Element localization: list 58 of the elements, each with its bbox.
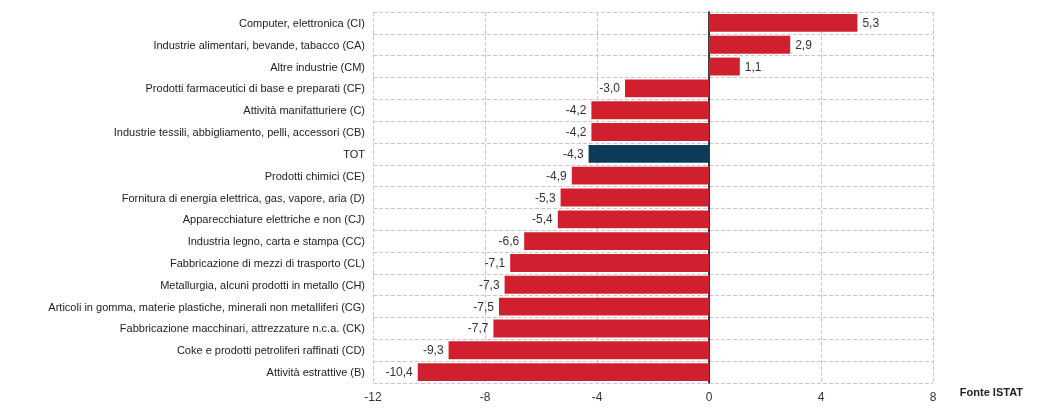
- y-tick-label: Attività estrattive (B): [266, 366, 365, 379]
- data-label: -4,9: [546, 168, 568, 183]
- y-tick-label: TOT: [343, 147, 366, 160]
- data-label: -10,4: [385, 365, 414, 380]
- bar: [510, 254, 709, 272]
- data-label: -5,4: [532, 212, 554, 227]
- bar: [625, 79, 709, 98]
- data-label: -7,7: [467, 321, 489, 336]
- y-tick-label: Computer, elettronica (CI): [239, 16, 365, 29]
- bar: [709, 13, 858, 32]
- bar: [504, 275, 709, 294]
- y-tick-label: Attività manifatturiere (C): [243, 104, 365, 117]
- x-tick-label: -4: [591, 390, 603, 404]
- source-note: Fonte ISTAT: [959, 385, 1024, 398]
- y-tick-label: Coke e prodotti petroliferi raffinati (CD): [176, 344, 365, 357]
- x-tick-label: -12: [364, 390, 382, 404]
- data-label: -7,5: [473, 299, 495, 314]
- x-tick-label: 0: [705, 390, 713, 404]
- x-tick-label: 8: [929, 390, 937, 404]
- data-label: -4,2: [565, 103, 587, 118]
- y-tick-label: Industria legno, carta e stampa (CC): [187, 235, 365, 248]
- y-tick-label: Apparecchiature elettriche e non (CJ): [182, 213, 365, 226]
- y-tick-label: Articoli in gomma, materie plastiche, minerali non metalliferi (CG): [48, 300, 365, 313]
- bar: [417, 363, 709, 382]
- data-label: -4,2: [565, 125, 587, 140]
- bar: [448, 341, 709, 360]
- bar: [571, 166, 709, 185]
- bar: [709, 35, 791, 54]
- data-label: -9,3: [422, 343, 444, 358]
- y-tick-label: Prodotti farmaceutici di base e preparati (CF): [145, 82, 365, 95]
- bar: [560, 188, 709, 207]
- y-tick-label: Fabbricazione di mezzi di trasporto (CL): [169, 256, 365, 269]
- data-label: 2,9: [795, 37, 813, 52]
- data-label: -7,1: [484, 255, 506, 270]
- x-tick-label: -8: [479, 390, 491, 404]
- bar: [591, 101, 709, 120]
- data-label: -6,6: [498, 234, 520, 249]
- bar: [591, 123, 709, 141]
- bar: [557, 210, 709, 229]
- bar: [493, 319, 709, 338]
- bar: [709, 57, 740, 76]
- y-tick-label: Fabbricazione macchinari, attrezzature n.c.a. (CK): [119, 322, 365, 335]
- y-tick-label: Industrie alimentari, bevande, tabacco (CA): [153, 38, 365, 51]
- y-tick-label: Fornitura di energia elettrica, gas, vapore, aria (D): [121, 191, 365, 204]
- data-label: -3,0: [599, 81, 621, 96]
- x-tick-label: 4: [817, 390, 825, 404]
- bar: [588, 144, 709, 163]
- bar: [524, 232, 709, 251]
- bar: [499, 297, 709, 316]
- y-tick-label: Prodotti chimici (CE): [264, 169, 365, 182]
- data-label: -7,3: [478, 277, 500, 292]
- y-tick-label: Altre industrie (CM): [270, 60, 365, 73]
- data-label: -5,3: [534, 190, 556, 205]
- data-label: 1,1: [744, 59, 762, 74]
- y-tick-label: Metallurgia, alcuni prodotti in metallo (CH): [160, 278, 365, 291]
- data-label: 5,3: [862, 15, 880, 30]
- data-label: -4,3: [562, 146, 584, 161]
- y-tick-label: Industrie tessili, abbigliamento, pelli, accessori (CB): [113, 126, 365, 139]
